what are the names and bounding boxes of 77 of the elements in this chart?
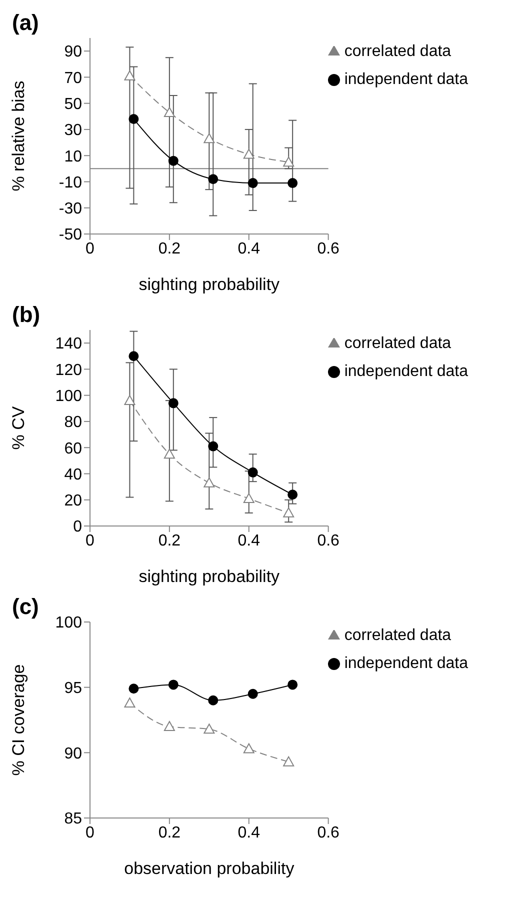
x-tick-label: 0 (86, 824, 95, 842)
x-axis-title: sighting probability (138, 275, 280, 294)
x-tick-label: 0.4 (238, 532, 260, 550)
y-tick-label: 20 (64, 492, 82, 510)
y-tick-label: 85 (64, 810, 82, 828)
y-tick-label: 90 (64, 745, 82, 762)
point (204, 477, 215, 488)
point (248, 688, 258, 699)
x-tick-label: 0.2 (158, 240, 181, 258)
point (124, 70, 136, 80)
point (124, 395, 136, 406)
legend-label: independent data (344, 363, 468, 380)
x-tick-label: 0.4 (238, 240, 260, 258)
x-tick-label: 0.6 (317, 240, 340, 258)
point (208, 441, 218, 452)
y-tick-label: 80 (64, 414, 82, 432)
y-axis-title: % relative bias (9, 80, 28, 192)
point (208, 695, 218, 706)
legend-label: independent data (344, 71, 468, 88)
y-tick-label: 100 (55, 614, 82, 632)
point (128, 684, 139, 694)
x-axis-title: observation probability (124, 859, 295, 878)
legend-label: correlated data (344, 335, 452, 352)
y-tick-label: 40 (64, 466, 82, 484)
x-tick-label: 0.6 (317, 824, 340, 842)
point (288, 178, 298, 188)
point (283, 507, 294, 518)
point (168, 680, 178, 690)
y-tick-label: -30 (58, 200, 82, 218)
point (164, 448, 175, 459)
point (168, 156, 178, 166)
point (124, 698, 136, 708)
y-tick-label: 90 (64, 44, 82, 61)
point (204, 724, 215, 734)
x-tick-label: 0 (86, 532, 95, 550)
x-tick-label: 0.2 (158, 532, 181, 550)
y-tick-label: 30 (64, 122, 82, 140)
y-tick-label: 60 (64, 440, 82, 458)
y-tick-label: 50 (64, 96, 82, 114)
point (283, 156, 294, 167)
y-tick-label: -50 (58, 226, 82, 244)
point (168, 398, 178, 408)
point (164, 721, 175, 732)
y-tick-label: 140 (55, 336, 82, 353)
point (248, 178, 258, 188)
x-tick-label: 0.6 (317, 532, 340, 550)
x-tick-label: 0.2 (158, 824, 181, 842)
y-tick-label: 95 (64, 680, 82, 698)
point (243, 493, 254, 504)
x-tick-label: 0 (86, 240, 95, 258)
point (208, 174, 218, 184)
point (288, 680, 298, 690)
legend-label: correlated data (344, 43, 452, 60)
point (243, 148, 254, 159)
point (164, 106, 175, 117)
y-tick-label: 100 (55, 388, 82, 406)
point (204, 133, 215, 144)
y-axis-title: % CV (9, 406, 28, 450)
point (288, 490, 298, 500)
chart-title: (c) (12, 594, 39, 620)
legend-label: correlated data (344, 627, 452, 644)
y-axis-title: % CI coverage (9, 664, 28, 776)
y-tick-label: 0 (73, 518, 82, 536)
x-tick-label: 0.4 (238, 824, 260, 842)
legend-label: independent data (344, 655, 468, 672)
chart-title: (a) (12, 10, 39, 36)
chart-title: (b) (12, 302, 40, 328)
y-tick-label: -10 (58, 174, 82, 192)
x-axis-title: sighting probability (138, 567, 280, 586)
point (128, 351, 139, 362)
y-tick-label: 10 (64, 148, 82, 166)
point (243, 743, 254, 754)
point (283, 756, 294, 766)
point (128, 114, 139, 124)
y-tick-label: 70 (64, 70, 82, 87)
point (248, 467, 258, 478)
y-tick-label: 120 (55, 362, 82, 379)
